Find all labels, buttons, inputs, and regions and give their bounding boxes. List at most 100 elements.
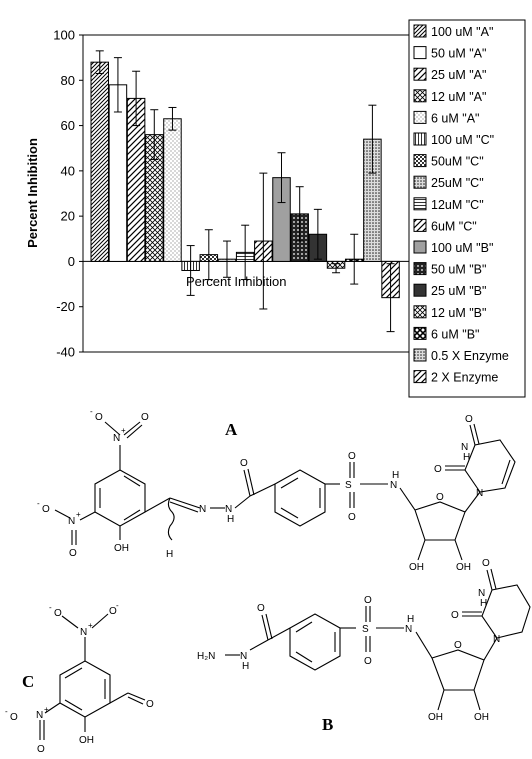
legend-swatch	[413, 46, 427, 60]
atom-label: S	[362, 624, 369, 635]
atom-label: N	[225, 504, 232, 515]
atom-label: O	[42, 504, 50, 515]
bar-chart: -40 -20 0 20 40 60 80 100 Percent Inhibition Pe…	[25, 19, 526, 398]
atom-label: H	[480, 598, 487, 609]
legend-label: 100 uM "B"	[431, 241, 493, 255]
atom-label: OH	[474, 712, 489, 723]
atom-label: O	[364, 656, 372, 667]
atom-label: O	[451, 610, 459, 621]
legend-label: 25uM "C"	[431, 176, 484, 190]
atom-label: OH	[409, 562, 424, 573]
legend-label: 6uM "C"	[431, 219, 477, 233]
legend-swatch	[413, 132, 427, 146]
atom-label: O	[109, 606, 117, 617]
legend-label: 100 uM "C"	[431, 133, 494, 147]
y-axis-label: Percent Inhibition	[25, 138, 40, 248]
legend-swatch	[413, 326, 427, 340]
atom-label: O	[240, 458, 248, 469]
atom-label: -	[5, 707, 8, 716]
atom-label: O	[10, 712, 18, 723]
atom-label: -	[116, 601, 119, 610]
atom-label: OH	[428, 712, 443, 723]
legend-swatch	[413, 283, 427, 297]
atom-label: H	[463, 452, 470, 463]
bars-group	[90, 50, 400, 333]
legend-swatch	[413, 67, 427, 81]
atom-label: +	[121, 426, 126, 435]
atom-label: O	[146, 699, 154, 710]
atom-label: OH	[456, 562, 471, 573]
atom-label: -	[49, 603, 52, 612]
legend-label: 50uM "C"	[431, 155, 484, 169]
atom-label: O	[54, 608, 62, 619]
atom-label: N	[405, 624, 412, 635]
atom-label: N	[390, 480, 397, 491]
atom-label: N	[493, 634, 500, 645]
legend-swatch	[413, 110, 427, 124]
legend-swatch	[413, 262, 427, 276]
atom-label: H	[166, 549, 173, 560]
atom-label: H	[242, 661, 249, 672]
structure-b-benzene-ring	[289, 613, 341, 671]
legend-swatch	[413, 24, 427, 38]
y-tick-label: 20	[61, 209, 75, 224]
atom-label: O	[465, 414, 473, 425]
atom-label: O	[348, 451, 356, 462]
x-axis-label: Percent Inhibition	[186, 274, 286, 289]
legend: 100 uM "A" 50 uM "A" 25 uM "A" 12 uM "A" 6 u…	[413, 24, 509, 385]
legend-label: 12uM "C"	[431, 198, 484, 212]
legend-swatch	[413, 197, 427, 211]
structure-b-uracil	[481, 584, 531, 639]
legend-label: 100 uM "A"	[431, 25, 493, 39]
structure-b-label: B	[322, 715, 333, 734]
atom-label: -	[90, 407, 93, 416]
structure-a-phenol-ring	[94, 469, 146, 527]
legend-label: 25 uM "A"	[431, 68, 486, 82]
legend-swatch	[413, 370, 427, 384]
atom-label: OH	[79, 735, 94, 746]
atom-label: N	[80, 627, 87, 638]
y-axis-ticks: -40 -20 0 20 40 60 80 100	[53, 28, 83, 360]
atom-label: OH	[114, 543, 129, 554]
legend-label: 50 uM "B"	[431, 263, 486, 277]
structure-c-ring	[59, 660, 111, 718]
atom-label: O	[434, 464, 442, 475]
atom-label: N	[199, 504, 206, 515]
y-tick-label: 40	[61, 163, 75, 178]
atom-label: O	[69, 548, 77, 559]
atom-label: O	[37, 744, 45, 755]
legend-label: 2 X Enzyme	[431, 371, 498, 385]
legend-label: 12 uM "A"	[431, 90, 486, 104]
y-tick-label: 60	[61, 118, 75, 133]
y-tick-label: -20	[56, 299, 75, 314]
atom-label: H	[227, 514, 234, 525]
atom-label: -	[37, 499, 40, 508]
y-tick-label: 0	[68, 254, 75, 269]
atom-label: N	[68, 516, 75, 527]
legend-label: 25 uM "B"	[431, 284, 486, 298]
atom-label: N	[476, 488, 483, 499]
legend-swatch	[413, 89, 427, 103]
legend-box	[408, 19, 526, 398]
atom-label: N	[461, 442, 468, 453]
atom-label: H	[407, 614, 414, 625]
atom-label: O	[454, 640, 462, 651]
y-tick-label: 100	[53, 28, 75, 43]
y-tick-label: 80	[61, 73, 75, 88]
atom-label: O	[348, 512, 356, 523]
atom-label: +	[44, 705, 49, 714]
atom-label: N	[240, 651, 247, 662]
atom-label: N	[478, 588, 485, 599]
legend-label: 6 uM "A"	[431, 111, 479, 125]
legend-label: 0.5 X Enzyme	[431, 349, 509, 363]
legend-swatch	[413, 305, 427, 319]
atom-label: +	[76, 510, 81, 519]
atom-label: H₂N	[197, 651, 215, 662]
atom-label: +	[88, 621, 93, 630]
y-tick-label: -40	[56, 345, 75, 360]
structure-b-ribose	[431, 649, 485, 691]
legend-swatch	[413, 240, 427, 254]
bar	[163, 118, 182, 262]
legend-label: 50 uM "A"	[431, 47, 486, 61]
legend-label: 6 uM "B"	[431, 327, 479, 341]
